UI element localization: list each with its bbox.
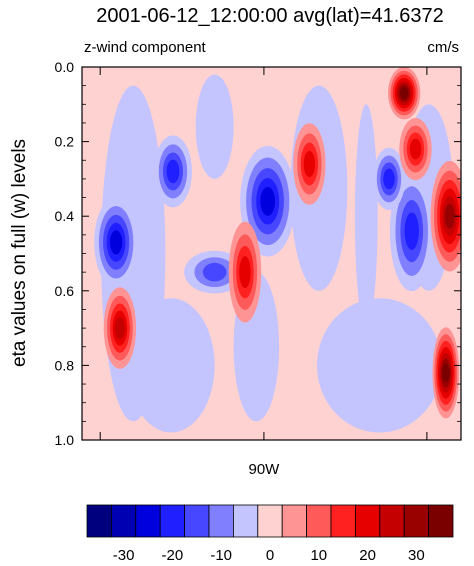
chart-subtitle: z-wind component [84,39,207,56]
contour-fill [239,256,251,289]
colorbar-tick-label: 20 [359,547,376,564]
colorbar-swatch [135,504,161,538]
colorbar-swatch [257,504,283,538]
contour-fill [383,168,395,190]
contour-fill [114,317,125,340]
colorbar-tick-label: -30 [113,547,135,564]
y-tick-label: 0.0 [55,59,75,75]
cell-pos-3 [399,117,432,181]
colorbar-swatch [354,504,381,538]
x-tick-label: 90W [248,461,280,478]
weak-negative-region [127,298,215,433]
y-axis-ticks: 0.0 0.2 0.4 0.6 0.8 1.0 [55,59,461,448]
cell-pos-6 [432,327,460,419]
weak-negative-region [316,298,443,433]
colorbar-labels: -30 -20 -10 0 10 20 30 [113,547,425,564]
colorbar-swatch [184,504,210,538]
weak-negative-region [195,74,234,179]
contour-fill [409,138,422,160]
cell-neg-4 [389,170,434,292]
chart-title: 2001-06-12_12:00:00 avg(lat)=41.6372 [96,5,444,27]
contour-fill [404,212,419,250]
cell-neg-2 [153,135,193,208]
colorbar-swatch [232,504,259,538]
y-axis-label: eta values on full (w) levels [9,139,30,367]
cell-pos-2 [228,221,262,323]
field-layer [94,67,461,433]
cell-neg-6 [372,147,406,210]
contour-fill [444,203,455,229]
cell-neg-1 [94,196,139,288]
contour-fill [109,230,123,255]
y-tick-label: 0.4 [55,208,75,224]
colorbar [86,504,454,538]
contour-fill [202,262,227,282]
colorbar-swatch [159,504,185,538]
contour-fill [442,363,450,383]
colorbar-swatch [86,504,112,538]
x-axis-ticks: 90W [99,67,428,478]
y-tick-label: 0.6 [55,283,75,299]
cell-pos-7 [293,123,326,205]
weak-negative-region [354,104,378,329]
colorbar-swatch [403,504,430,538]
colorbar-tick-label: 0 [266,547,274,564]
colorbar-swatch [379,504,405,538]
contour-fill [260,186,276,216]
contour-fill [303,150,316,178]
colorbar-swatch [428,504,454,538]
contour-fill [400,87,409,100]
colorbar-swatch [330,504,356,538]
colorbar-tick-label: 10 [310,547,327,564]
contour-fill [166,159,180,184]
colorbar-swatch [281,504,308,538]
colorbar-swatch [208,504,234,538]
y-tick-label: 0.2 [55,134,75,150]
y-tick-label: 1.0 [55,432,75,448]
colorbar-tick-label: -10 [210,547,232,564]
cell-pos-4 [430,160,461,272]
y-tick-label: 0.8 [55,357,75,373]
colorbar-swatch [306,504,332,538]
colorbar-tick-label: 30 [408,547,425,564]
colorbar-swatch [111,504,137,538]
chart-units: cm/s [427,39,459,56]
cell-neg-3 [240,145,296,257]
cell-pos-1 [103,287,137,369]
colorbar-tick-label: -20 [162,547,184,564]
cell-pos-5 [387,67,421,120]
